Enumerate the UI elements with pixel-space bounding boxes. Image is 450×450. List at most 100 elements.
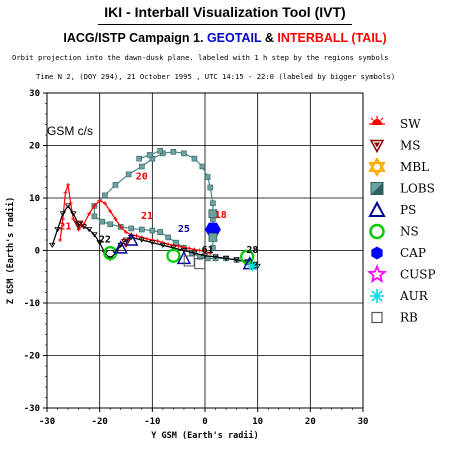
- y-tick-label: -10: [24, 299, 40, 309]
- orbit-point: [199, 163, 206, 170]
- ps-marker: [113, 240, 128, 254]
- legend-item-sw: SW: [369, 116, 421, 131]
- ns-marker: [166, 248, 181, 263]
- hour-label: 61: [202, 245, 214, 256]
- hexagon-icon: [371, 246, 383, 260]
- orbit-point: [173, 239, 179, 246]
- orbit-point: [91, 232, 98, 238]
- orbit-point: [112, 182, 119, 188]
- coord-system-label: GSM c/s: [47, 124, 94, 138]
- x-tick-label: -20: [92, 417, 108, 427]
- x-tick-label: 10: [252, 417, 263, 427]
- orbit-point: [71, 217, 76, 221]
- orbit-point: [212, 254, 219, 260]
- orbit-point: [138, 237, 146, 243]
- orbit-point: [96, 240, 103, 246]
- orbit-point: [165, 234, 171, 241]
- orbit-point: [49, 242, 56, 249]
- hour-label: 21: [59, 222, 71, 233]
- sun-rays-icon: [369, 116, 385, 125]
- legend-label: LOBS: [400, 182, 435, 196]
- legend-item-ms: MS: [369, 139, 421, 154]
- orbit-point: [59, 211, 67, 217]
- x-tick-label: 30: [358, 417, 369, 427]
- orbit-point: [160, 240, 165, 245]
- y-tick-label: 30: [29, 89, 40, 99]
- asterisk-icon: [370, 289, 384, 303]
- orbit-point: [149, 227, 156, 234]
- orbit-point: [102, 201, 107, 206]
- orbit-point: [58, 238, 63, 242]
- legend-label: MS: [400, 139, 421, 153]
- legend-label: SW: [400, 117, 421, 131]
- orbit-point: [176, 244, 181, 249]
- orbit-point: [80, 224, 88, 230]
- subtitle-ampersand: &: [264, 31, 274, 45]
- subtitle-interball: INTERBALL (TAIL): [277, 31, 387, 45]
- orbit-point: [125, 171, 132, 178]
- lobs-marker: [208, 232, 218, 242]
- orbit-point: [207, 184, 214, 191]
- hour-label: 25: [178, 224, 190, 235]
- y-tick-label: -30: [24, 404, 40, 414]
- hour-label: 22: [99, 235, 111, 246]
- ms-marker: [73, 220, 84, 230]
- orbit-point: [134, 233, 139, 238]
- legend-label: RB: [400, 311, 418, 325]
- cap-marker: [204, 222, 221, 237]
- orbit-point: [97, 198, 102, 203]
- orbit-point: [150, 238, 155, 242]
- star-icon: [367, 264, 387, 283]
- orbit-point: [191, 155, 198, 162]
- orbit-point: [146, 152, 153, 158]
- orbit-point: [159, 242, 167, 249]
- orbit-point: [210, 245, 216, 251]
- x-tick-label: -30: [39, 417, 55, 427]
- orbit-point: [68, 201, 73, 206]
- x-axis-label: Y GSM (Earth's radii): [151, 430, 258, 441]
- rb-marker: [194, 258, 206, 270]
- legend-item-lobs: LOBS: [370, 182, 435, 196]
- y-axis-label: Z GSM (Earth's radii): [5, 197, 16, 304]
- orbit-point: [201, 253, 209, 259]
- hour-label: 20: [136, 172, 148, 183]
- y-tick-label: -20: [24, 352, 40, 362]
- orbit-point: [166, 242, 171, 247]
- orbit-point: [87, 211, 92, 216]
- x-tick-label: 0: [202, 417, 207, 427]
- sun-mask: [371, 125, 383, 130]
- orbit-point: [187, 246, 192, 251]
- hour-label: 28: [246, 245, 258, 256]
- orbit-point: [145, 236, 150, 241]
- orbit-point: [63, 190, 68, 195]
- legend-label: CUSP: [400, 268, 436, 282]
- orbit-point: [170, 149, 177, 155]
- legend-item-ps: PS: [368, 200, 416, 217]
- legend-item-ns: NS: [369, 223, 419, 240]
- orbit-point: [91, 213, 98, 220]
- square-shade: [371, 182, 383, 195]
- time-info-text: Time N 2, (DOY 294), 21 October 1995 , U…: [36, 72, 396, 81]
- orbit-point: [124, 230, 128, 235]
- triangle-inner-icon: [374, 142, 380, 148]
- x-tick-label: -10: [144, 417, 160, 427]
- orbit-track-line: [51, 204, 132, 260]
- subtitle-geotail: GEOTAIL: [206, 31, 262, 45]
- legend-label: MBL: [400, 160, 429, 174]
- orbit-point: [75, 221, 82, 228]
- description-text: Orbit projection into the dawn-dusk plan…: [12, 53, 389, 62]
- orbit-point: [136, 155, 142, 162]
- orbit-point: [81, 222, 86, 227]
- triangle-up-icon: [368, 200, 386, 217]
- orbit-point: [66, 182, 71, 187]
- legend-item-aur: AUR: [370, 289, 429, 303]
- orbit-point: [128, 225, 135, 232]
- legend-label: PS: [400, 203, 416, 217]
- circle-icon: [369, 223, 385, 240]
- orbit-point: [180, 248, 188, 254]
- orbit-point: [197, 248, 202, 253]
- orbit-point: [70, 211, 77, 217]
- orbit-point: [139, 163, 145, 170]
- lobs-marker: [208, 209, 218, 219]
